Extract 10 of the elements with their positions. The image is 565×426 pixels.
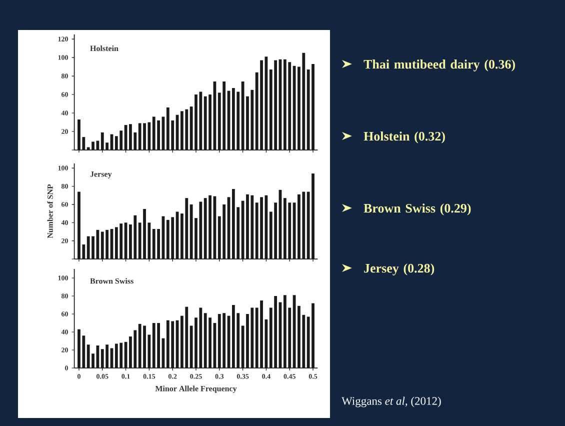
text: Thai mutibeed dairy (0.36)	[364, 60, 515, 72]
x-axis-title: Minor Allele Frequency	[155, 386, 237, 393]
text: Jersey (0.28)	[364, 264, 434, 276]
text: Holstein	[90, 45, 118, 52]
y-axis-title: Number of SNP	[47, 184, 53, 238]
text: Holstein (0.32)	[364, 132, 445, 144]
text: Wiggans et al, (2012)	[342, 396, 441, 408]
text: Brown Swiss (0.29)	[364, 204, 471, 216]
text: Jersey	[90, 171, 112, 178]
text: Brown Swiss	[90, 278, 134, 284]
